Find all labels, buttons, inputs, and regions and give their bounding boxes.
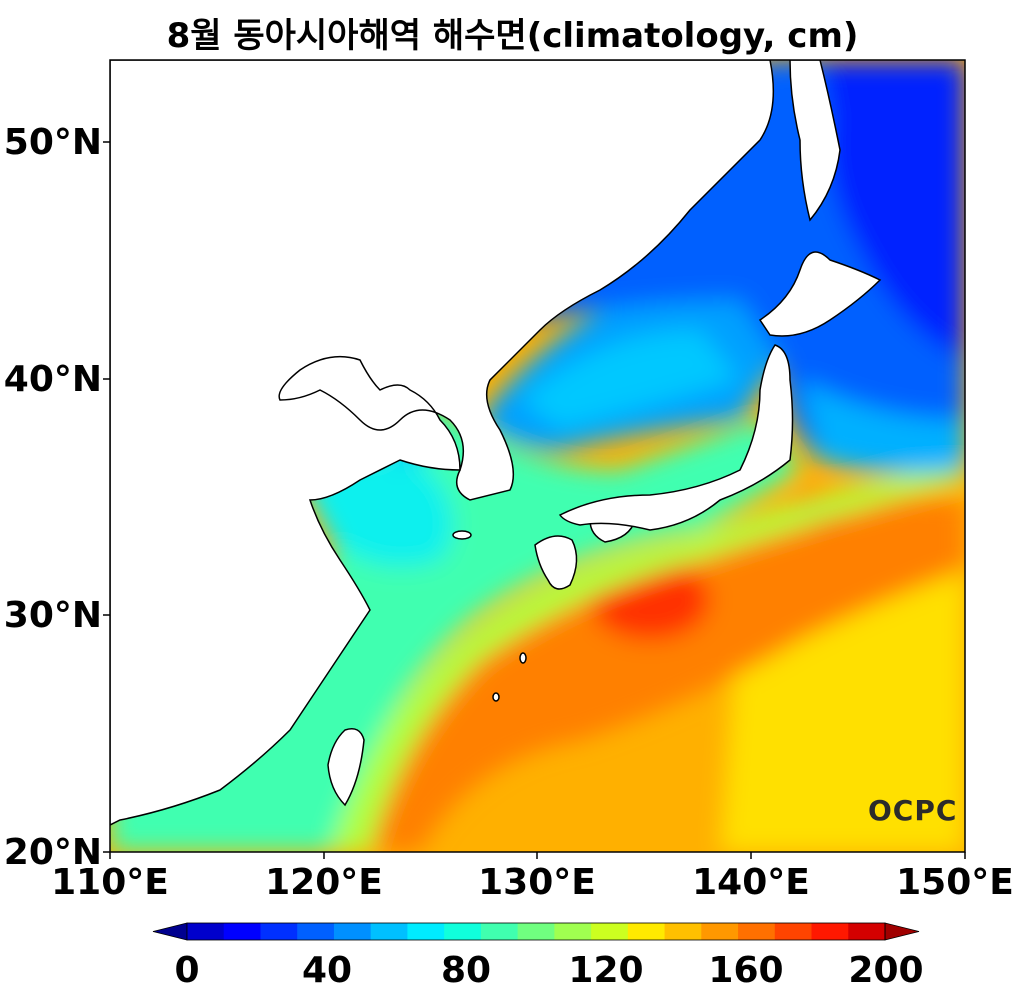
x-tick-label: 120°E [265, 862, 383, 903]
colorbar-bin [774, 923, 813, 940]
colorbar-bin [260, 923, 298, 940]
colorbar-bin [297, 923, 335, 940]
colorbar-bin [554, 923, 592, 940]
colorbar-bin [333, 923, 372, 940]
colorbar-tick-label: 40 [301, 950, 353, 991]
colorbar-bin [701, 923, 739, 940]
colorbar-tick-label: 160 [708, 950, 784, 991]
colorbar-bin [591, 923, 629, 940]
colorbar-bin [517, 923, 555, 940]
colorbar-bin [848, 923, 886, 940]
ocpc-logo: OCPC [868, 794, 958, 827]
y-tick-label: 20°N [3, 832, 102, 873]
colorbar-bin [480, 923, 519, 940]
colorbar-tick-label: 0 [174, 950, 200, 991]
colorbar-extend-max [884, 922, 920, 941]
colorbar-bin [407, 923, 445, 940]
x-tick-label: 140°E [692, 862, 810, 903]
colorbar-bin [664, 923, 702, 940]
y-tick-label: 30°N [3, 595, 102, 636]
x-tick-label: 130°E [478, 862, 596, 903]
colorbar-bin [627, 923, 666, 940]
colorbar-extend-min [152, 922, 188, 941]
x-tick-label: 110°E [51, 862, 169, 903]
colorbar-bin [738, 923, 776, 940]
land-coastline [110, 60, 882, 826]
colorbar [152, 922, 920, 941]
sea-level-field [110, 60, 965, 852]
y-tick-label: 50°N [3, 122, 102, 163]
colorbar-bin [370, 923, 408, 940]
colorbar-tick-label: 200 [848, 950, 924, 991]
colorbar-tick-label: 80 [440, 950, 492, 991]
colorbar-bin [223, 923, 261, 940]
colorbar-bin [811, 923, 849, 940]
x-tick-label: 150°E [896, 862, 1014, 903]
y-tick-label: 40°N [3, 359, 102, 400]
colorbar-bin [444, 923, 482, 940]
colorbar-tick-label: 120 [568, 950, 644, 991]
tick-marks [103, 141, 966, 859]
colorbar-bin [187, 923, 225, 940]
colorbar-frame [186, 922, 886, 941]
map-title: 8월 동아시아해역 해수면(climatology, cm) [166, 16, 859, 56]
